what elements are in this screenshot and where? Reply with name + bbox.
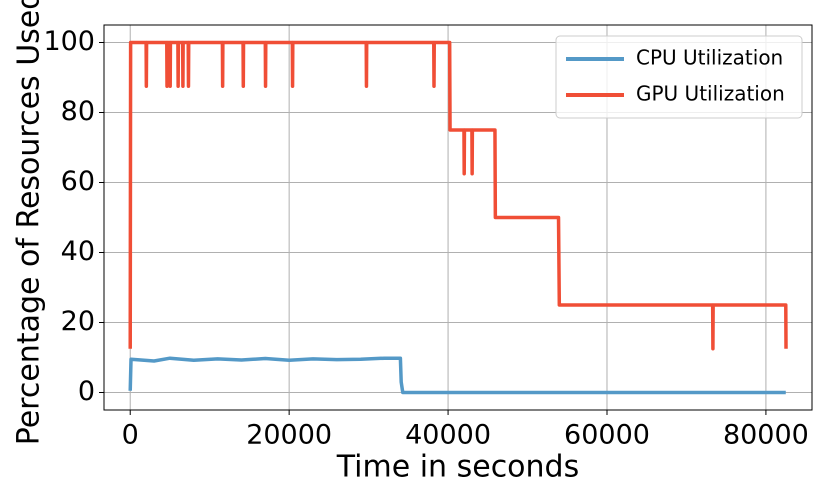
y-tick-label: 80 (61, 96, 95, 127)
y-tick-label: 60 (61, 166, 95, 197)
legend-label: GPU Utilization (636, 82, 785, 106)
x-tick-label: 60000 (564, 420, 650, 451)
data-line (128, 40, 788, 351)
y-tick-label: 100 (43, 26, 95, 57)
x-axis-label: Time in seconds (336, 450, 579, 485)
y-axis-label: Percentage of Resources Used (12, 0, 47, 445)
plot-frame (103, 24, 813, 411)
x-tick-label: 40000 (405, 420, 491, 451)
y-tick-label: 0 (78, 376, 95, 407)
x-tick-label: 80000 (723, 420, 809, 451)
y-tick-label: 40 (61, 236, 95, 267)
x-tick-label: 0 (122, 420, 139, 451)
legend-label: CPU Utilization (636, 46, 783, 70)
x-tick-label: 20000 (246, 420, 332, 451)
data-line (128, 356, 786, 395)
legend: CPU Utilization GPU Utilization (555, 35, 803, 119)
legend-box (555, 35, 803, 119)
y-tick-label: 20 (61, 306, 95, 337)
